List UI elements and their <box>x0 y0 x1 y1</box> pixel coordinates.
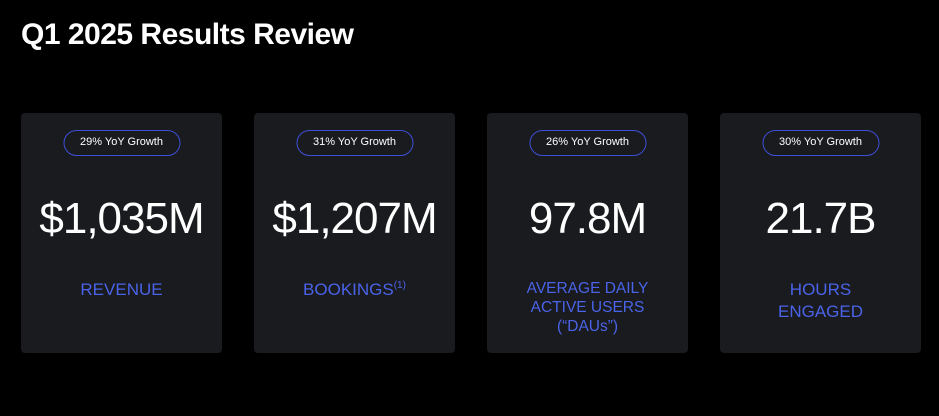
metric-label-line: HOURS <box>789 280 852 299</box>
metric-value: 97.8M <box>528 194 647 243</box>
metric-value: 21.7B <box>765 194 877 243</box>
metric-label: REVENUE <box>21 279 222 301</box>
metric-label-line: REVENUE <box>80 280 163 299</box>
metric-label-line: ENGAGED <box>777 302 864 321</box>
metric-card-revenue: 29% YoY Growth $1,035M REVENUE <box>21 113 222 353</box>
page-title: Q1 2025 Results Review <box>21 18 354 51</box>
metric-label-line: (“DAUs”) <box>556 318 619 335</box>
growth-badge: 29% YoY Growth <box>63 130 180 156</box>
metric-value: $1,035M <box>39 194 204 243</box>
metric-label-line: ACTIVE USERS <box>530 299 645 316</box>
metric-label-line: AVERAGE DAILY <box>526 280 649 297</box>
growth-badge: 31% YoY Growth <box>296 130 413 156</box>
growth-badge: 26% YoY Growth <box>529 130 646 156</box>
metric-value: $1,207M <box>272 194 437 243</box>
metric-card-hours-engaged: 30% YoY Growth 21.7B HOURS ENGAGED <box>720 113 921 353</box>
metrics-cards: 29% YoY Growth $1,035M REVENUE 31% YoY G… <box>21 113 921 353</box>
metric-label-line: BOOKINGS <box>303 280 394 299</box>
metric-card-bookings: 31% YoY Growth $1,207M BOOKINGS(1) <box>254 113 455 353</box>
metric-label: AVERAGE DAILY ACTIVE USERS (“DAUs”) <box>487 279 688 336</box>
metric-card-daus: 26% YoY Growth 97.8M AVERAGE DAILY ACTIV… <box>487 113 688 353</box>
footnote-marker: (1) <box>393 280 406 291</box>
metric-label: BOOKINGS(1) <box>254 279 455 301</box>
growth-badge: 30% YoY Growth <box>762 130 879 156</box>
metric-label: HOURS ENGAGED <box>720 279 921 323</box>
